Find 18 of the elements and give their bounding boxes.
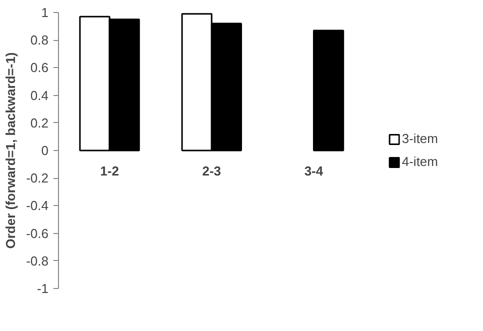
legend-label: 4-item [402, 154, 438, 169]
y-tick-label: 0.8 [30, 32, 49, 48]
x-tick-label: 2-3 [202, 164, 222, 178]
y-axis-title: Order (forward=1, backward=-1) [3, 52, 18, 249]
y-tick-label: -1 [36, 281, 49, 296]
y-tick-label: 0.4 [30, 88, 49, 103]
y-tick-label: 0 [41, 143, 49, 158]
y-tick-label: -0.4 [26, 198, 49, 214]
y-tick-label: 1 [41, 5, 49, 20]
x-tick-label: 1-2 [100, 164, 119, 178]
y-tick-label: 0.6 [30, 60, 49, 76]
y-tick-label: 0.2 [30, 115, 49, 130]
bar [312, 30, 344, 152]
x-tick-label: 3-4 [304, 164, 324, 178]
y-tick-label: -0.6 [26, 226, 49, 241]
legend-label: 3-item [402, 131, 438, 146]
y-tick-label: -0.2 [26, 170, 49, 186]
y-tick-label: -0.8 [26, 253, 49, 268]
